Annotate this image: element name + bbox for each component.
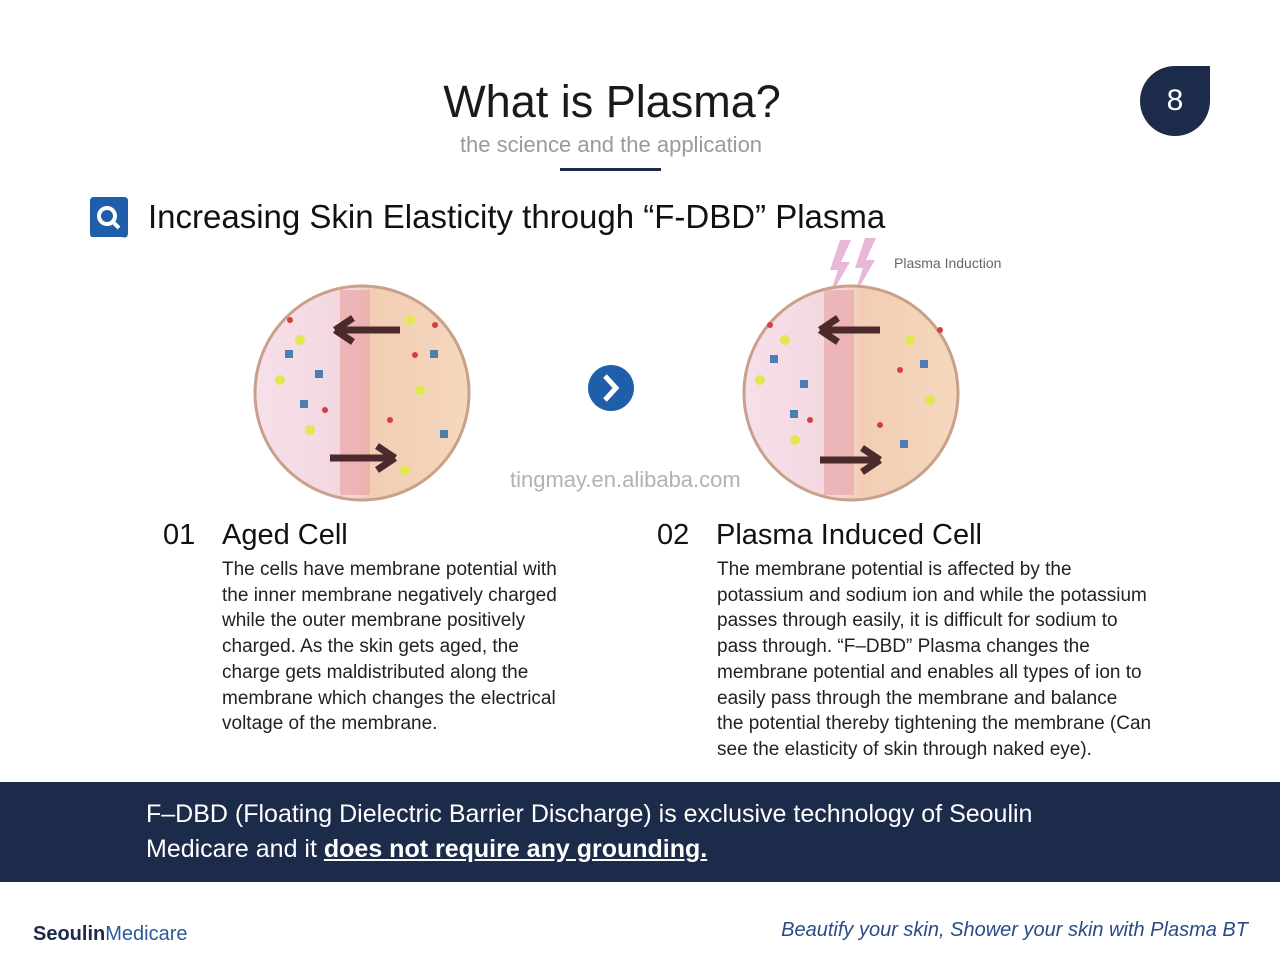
item-title: Plasma Induced Cell: [716, 519, 982, 551]
tagline: Beautify your skin, Shower your skin wit…: [781, 919, 1248, 941]
body-line: membrane which changes the electrical: [222, 687, 556, 709]
item-body: The cells have membrane potential with th…: [222, 557, 557, 737]
banner-line: Medicare and it does not require any gro…: [146, 835, 707, 864]
body-line: passes through easily, it is difficult f…: [717, 610, 1118, 632]
item-number: 02: [657, 519, 690, 551]
banner-text: Medicare and it: [146, 835, 324, 863]
section-heading: Increasing Skin Elasticity through “F-DB…: [148, 198, 886, 235]
item-body: The membrane potential is affected by th…: [717, 557, 1151, 763]
search-icon: [90, 197, 128, 238]
body-line: charge gets maldistributed along the: [222, 661, 529, 683]
banner-line: F–DBD (Floating Dielectric Barrier Disch…: [146, 800, 1033, 828]
brand-light: Medicare: [105, 923, 188, 945]
body-line: see the elasticity of skin through naked…: [717, 738, 1092, 760]
body-line: The cells have membrane potential with: [222, 559, 557, 580]
brand-bold: Seoulin: [33, 923, 106, 945]
body-line: while the outer membrane positively: [222, 610, 526, 632]
banner-emphasis: does not require any grounding.: [323, 835, 708, 863]
body-line: easily pass through the membrane and bal…: [717, 687, 1118, 709]
brand: SeoulinMedicare: [33, 923, 188, 946]
body-line: The membrane potential is affected by th…: [717, 559, 1072, 580]
item-number: 01: [163, 519, 196, 551]
body-line: the inner membrane negatively charged: [222, 584, 557, 606]
body-line: charged. As the skin gets aged, the: [222, 636, 519, 658]
cell-illustration: [253, 238, 960, 502]
body-line: potassium and sodium ion and while the p…: [717, 584, 1147, 606]
item-title: Aged Cell: [222, 519, 348, 551]
page-badge: 8: [1140, 66, 1210, 136]
body-line: voltage of the membrane.: [222, 713, 438, 735]
figure-annotation: Plasma Induction: [894, 255, 1002, 271]
title: What is Plasma?: [443, 76, 781, 127]
subtitle: the science and the application: [459, 132, 763, 157]
title-rule: [560, 168, 661, 171]
body-line: pass through. “F–DBD” Plasma changes the: [717, 636, 1090, 658]
body-line: membrane potential and enables all types…: [717, 661, 1142, 683]
body-line: the potential thereby tightening the mem…: [717, 713, 1152, 735]
banner: F–DBD (Floating Dielectric Barrier Disch…: [0, 782, 1280, 882]
watermark: tingmay.en.alibaba.com: [510, 467, 741, 492]
